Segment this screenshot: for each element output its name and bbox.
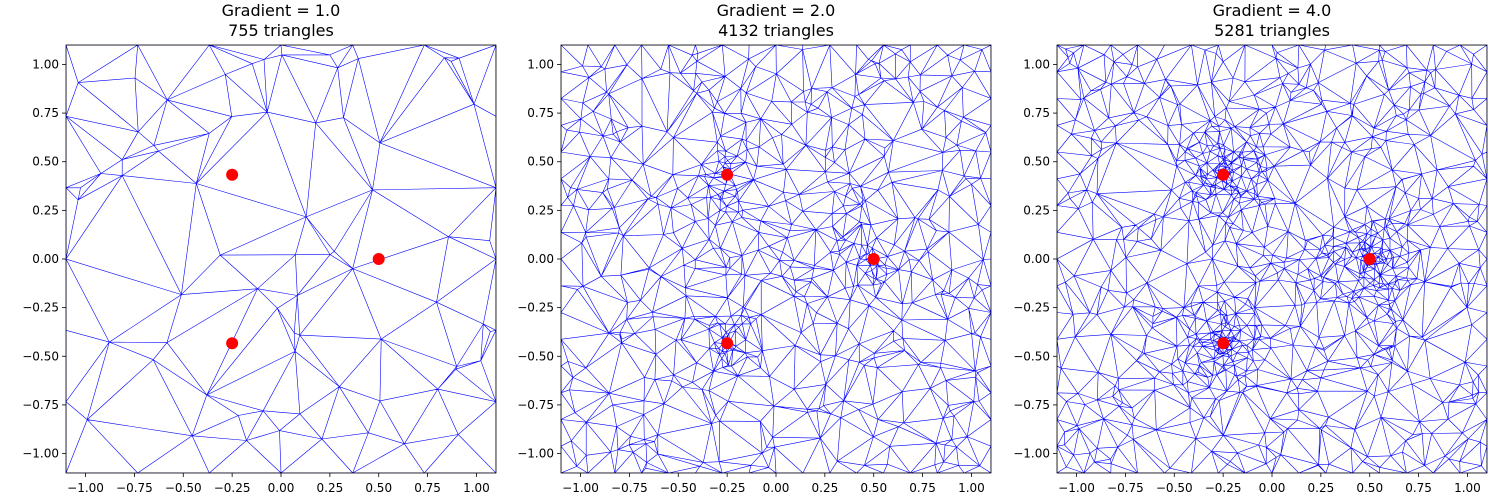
subplot-subtitle: 4132 triangles	[718, 21, 834, 40]
subplot-gradient-2: Gradient = 2.0 4132 triangles −1.00 −0.75…	[517, 0, 992, 500]
x-tick-label: −0.75	[611, 481, 648, 495]
triangle-mesh	[561, 45, 991, 473]
triangle-mesh	[66, 45, 496, 473]
subplot-title: Gradient = 4.0	[1212, 1, 1332, 20]
mesh-plot: −1.00 −0.75 −0.50 −0.25 0.00 0.25 0.50 0.75 1.00…	[1013, 44, 1488, 495]
x-tick-label: −1.00	[562, 481, 599, 495]
x-tick-label: −0.75	[116, 481, 153, 495]
y-tick-label: 0.75	[1023, 106, 1050, 120]
x-tick-label: 0.75	[1405, 481, 1432, 495]
subplot-title: Gradient = 2.0	[716, 1, 836, 20]
x-tick-label: 0.50	[1356, 481, 1383, 495]
x-tick-label: 0.00	[1259, 481, 1286, 495]
x-tick-label: −1.00	[1058, 481, 1095, 495]
y-tick-label: −0.25	[22, 301, 59, 315]
x-tick-label: 0.25	[812, 481, 839, 495]
y-tick-label: 0.25	[32, 203, 59, 217]
y-tick-label: 1.00	[1023, 57, 1050, 71]
mesh-plot: −1.00 −0.75 −0.50 −0.25 0.00 0.25 0.50 0.75 1.00…	[22, 44, 497, 495]
x-tick-label: −0.50	[165, 481, 202, 495]
subplot-gradient-4: Gradient = 4.0 5281 triangles −1.00 −0.75…	[1013, 0, 1488, 500]
y-tick-label: −1.00	[1013, 447, 1050, 461]
x-tick-label: 0.75	[414, 481, 441, 495]
refinement-point-3	[1217, 337, 1230, 350]
x-tick-label: 1.00	[463, 481, 490, 495]
refinement-point-1	[1217, 168, 1230, 181]
x-tick-label: −0.50	[660, 481, 697, 495]
y-tick-label: 0.25	[527, 203, 554, 217]
x-tick-label: −0.50	[1156, 481, 1193, 495]
triangle-mesh	[1057, 45, 1487, 473]
subplot-subtitle: 755 triangles	[228, 21, 334, 40]
y-tick-label: 0.50	[1023, 155, 1050, 169]
refinement-point-2	[867, 253, 880, 265]
x-tick-label: −0.25	[709, 481, 746, 495]
y-tick-label: 0.00	[32, 252, 59, 266]
refinement-point-2	[372, 253, 385, 265]
x-tick-label: 0.25	[317, 481, 344, 495]
y-tick-label: −1.00	[517, 447, 554, 461]
x-tick-label: −1.00	[67, 481, 104, 495]
refinement-point-3	[721, 337, 734, 350]
y-tick-label: 0.00	[527, 252, 554, 266]
y-tick-label: 0.75	[527, 106, 554, 120]
refinement-point-3	[226, 337, 239, 350]
refinement-point-2	[1363, 253, 1376, 265]
y-tick-label: 1.00	[527, 57, 554, 71]
y-tick-label: −0.50	[517, 349, 554, 363]
x-tick-label: 0.50	[365, 481, 392, 495]
x-tick-label: −0.25	[214, 481, 251, 495]
y-tick-label: −1.00	[22, 447, 59, 461]
axes-frame	[65, 44, 497, 474]
y-tick-label: −0.25	[1013, 301, 1050, 315]
refinement-point-1	[721, 168, 734, 181]
y-tick-label: −0.75	[517, 398, 554, 412]
x-tick-label: −0.75	[1107, 481, 1144, 495]
x-tick-label: 0.50	[860, 481, 887, 495]
x-tick-label: 0.00	[268, 481, 295, 495]
subplot-title: Gradient = 1.0	[221, 1, 341, 20]
y-tick-label: −0.75	[1013, 398, 1050, 412]
x-tick-label: 0.25	[1308, 481, 1335, 495]
y-tick-label: −0.75	[22, 398, 59, 412]
y-tick-label: 0.50	[32, 155, 59, 169]
subplot-subtitle: 5281 triangles	[1214, 21, 1330, 40]
y-tick-label: 0.00	[1023, 252, 1050, 266]
y-tick-label: −0.50	[22, 349, 59, 363]
refinement-point-1	[226, 168, 239, 181]
mesh-plot: −1.00 −0.75 −0.50 −0.25 0.00 0.25 0.50 0.75 1.00…	[517, 44, 992, 495]
y-tick-label: −0.50	[1013, 349, 1050, 363]
y-tick-label: −0.25	[517, 301, 554, 315]
x-tick-label: 1.00	[1454, 481, 1481, 495]
x-tick-label: −0.25	[1205, 481, 1242, 495]
x-tick-label: 1.00	[958, 481, 985, 495]
x-tick-label: 0.75	[909, 481, 936, 495]
subplot-gradient-1: Gradient = 1.0 755 triangles −1.00 −0.75−…	[22, 0, 497, 500]
y-tick-label: 0.75	[32, 106, 59, 120]
y-tick-label: 0.50	[527, 155, 554, 169]
x-tick-label: 0.00	[763, 481, 790, 495]
y-tick-label: 0.25	[1023, 203, 1050, 217]
y-tick-label: 1.00	[32, 57, 59, 71]
